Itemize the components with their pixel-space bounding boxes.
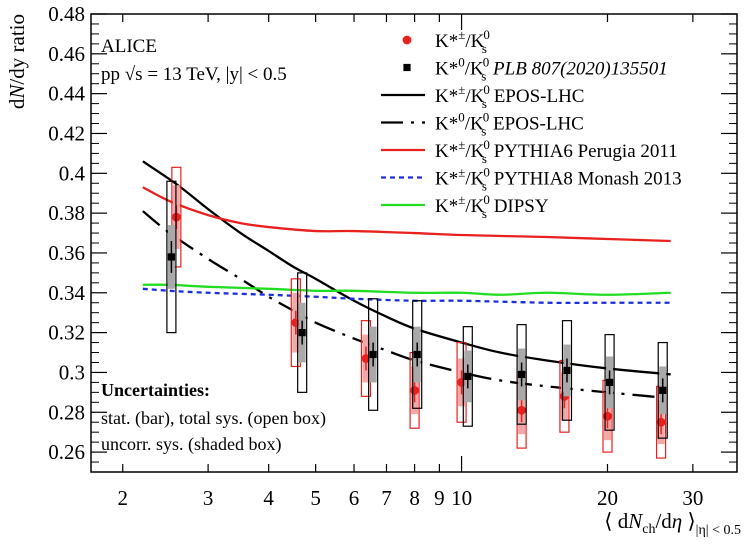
total-sys-box	[412, 300, 423, 409]
x-tick-label: 20	[597, 486, 618, 510]
y-tick-label: 0.26	[48, 440, 85, 464]
y-tick-label: 0.4	[59, 161, 86, 185]
x-tick-label: 6	[349, 486, 360, 510]
legend-marker	[402, 35, 412, 45]
y-tick-label: 0.46	[48, 42, 85, 66]
y-tick-label: 0.48	[48, 2, 85, 26]
y-tick-label: 0.42	[48, 121, 85, 145]
data-point	[464, 372, 472, 381]
legend-label: K*±/K0 s PYTHIA6 Perugia 2011	[435, 137, 678, 166]
x-tick-label: 7	[381, 486, 392, 510]
axes: 0.26 0.28 0.3 0.32 0.34 0.36 0.38 0.4 0.42 0.44 0.…	[48, 2, 737, 510]
data-point	[605, 378, 614, 386]
y-tick-label: 0.44	[48, 82, 85, 106]
data-point	[656, 417, 666, 427]
y-tick-label: 0.36	[48, 241, 85, 265]
legend-label: K*0/K0 s PLB 807(2020)135501	[435, 55, 668, 84]
total-sys-box	[561, 320, 573, 421]
legend-label: K*±/K0 s PYTHIA8 Monash 2013	[435, 165, 682, 194]
x-tick-label: 2	[118, 486, 129, 510]
x-tick-label: 10	[451, 486, 472, 510]
x-tick-label: 5	[310, 486, 321, 510]
data-point	[369, 350, 377, 359]
data-point	[603, 411, 612, 421]
data-point	[413, 350, 421, 359]
data-point	[518, 370, 526, 379]
experiment-label: ALICE	[101, 36, 157, 57]
x-tick-label: 30	[682, 486, 703, 510]
total-sys-box	[166, 180, 177, 334]
total-sys-box	[604, 334, 615, 431]
y-tick-label: 0.3	[59, 360, 85, 384]
data-point	[410, 385, 419, 395]
legend-label: K*±/K0 s	[435, 27, 490, 56]
series-curve	[142, 210, 671, 400]
x-axis-title: ⟨ dNch/dη ⟩|η| < 0.5	[604, 509, 741, 538]
series-curve	[142, 186, 671, 243]
y-tick-label: 0.32	[48, 321, 85, 345]
data-point	[167, 253, 176, 261]
total-sys-box	[368, 298, 379, 411]
data-point	[659, 386, 667, 394]
data-point	[563, 366, 571, 375]
uncertainties-line-2: uncorr. sys. (shaded box)	[101, 434, 281, 455]
x-tick-label: 9	[434, 486, 445, 510]
series-curve	[142, 160, 671, 376]
uncertainties-title: Uncertainties:	[101, 380, 210, 400]
series-curve	[142, 283, 671, 296]
total-sys-box	[657, 341, 668, 439]
data-point	[298, 329, 306, 337]
y-tick-label: 0.34	[48, 281, 85, 305]
total-sys-box	[297, 272, 308, 393]
total-sys-box	[516, 324, 527, 425]
collision-system-label: pp √s = 13 TeV, |y| < 0.5	[101, 64, 287, 85]
data-point	[517, 405, 527, 415]
x-tick-label: 3	[203, 486, 214, 510]
x-tick-label: 4	[263, 486, 274, 510]
y-tick-label: 0.28	[48, 400, 85, 424]
legend-label: K*±/K0 s DIPSY	[435, 192, 549, 221]
legend-marker	[403, 63, 411, 72]
series-curve	[142, 287, 671, 305]
legend-label: K*0/K0 s EPOS-LHC	[435, 110, 584, 139]
data-points	[166, 166, 668, 459]
total-sys-box	[462, 326, 473, 427]
y-axis-title: dN/dy ratio	[5, 14, 29, 109]
x-tick-label: 8	[409, 486, 420, 510]
legend: K*±/K0 sK*0/K0 s PLB 807(2020)135501K*±/K0…	[381, 27, 682, 221]
uncertainties-line-1: stat. (bar), total sys. (open box)	[101, 408, 326, 429]
model-curves	[142, 160, 671, 400]
legend-label: K*±/K0 s EPOS-LHC	[435, 82, 584, 111]
y-tick-label: 0.38	[48, 201, 85, 225]
